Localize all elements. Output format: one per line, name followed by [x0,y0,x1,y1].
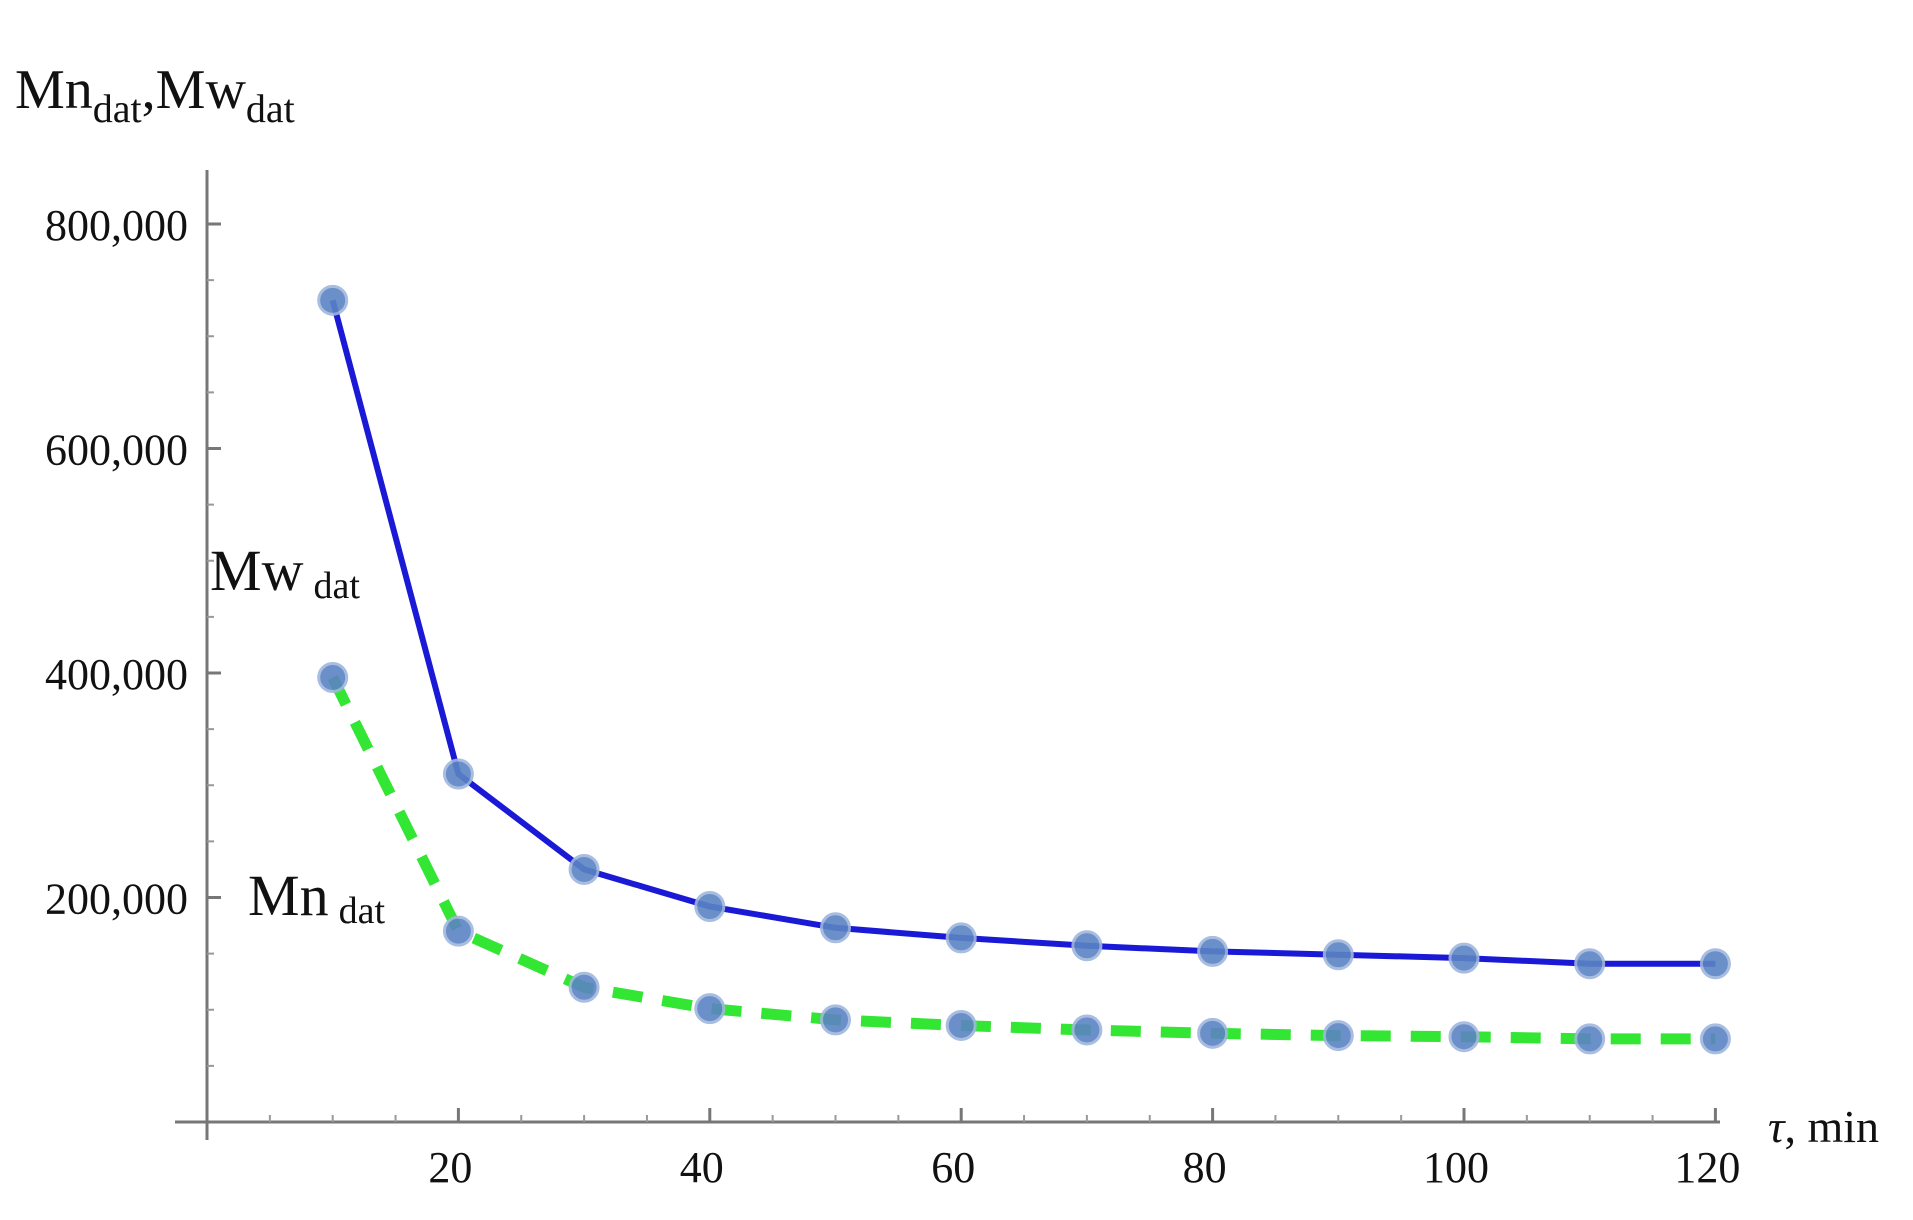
data-point-mn [1197,1017,1229,1049]
series-label-mn-sub: dat [339,890,386,932]
x-tick-label: 80 [1183,1143,1227,1192]
series-label-mn-main: Mn [248,863,329,928]
series-line-mw [329,299,1716,967]
y-axis-title-mn: Mn [15,59,93,121]
data-point-mn [317,661,349,693]
data-point-mn [1574,1023,1606,1055]
data-point-mn [1699,1023,1731,1055]
series-lines [327,299,1716,1045]
x-tick-label: 60 [931,1143,975,1192]
y-tick-label: 200,000 [45,875,188,924]
y-axis-title: Mndat,Mwdat [15,59,295,131]
x-axis-title: τ, min [1768,1101,1879,1152]
markers [317,284,1731,1055]
series-label-mn: Mn dat [248,863,385,932]
x-tick-label: 120 [1674,1143,1740,1192]
data-point-mn [442,915,474,947]
data-point-mn [1071,1014,1103,1046]
data-point-mw [1448,942,1480,974]
data-point-mw [317,284,349,316]
minor-ticks [207,279,1654,1122]
y-axis-title-sep: , [142,59,156,121]
data-point-mn [1322,1020,1354,1052]
y-axis-title-mw: Mw [156,59,247,121]
data-point-mw [945,922,977,954]
y-axis-title-mn-sub: dat [93,86,142,131]
data-point-mn [820,1004,851,1036]
data-point-mw [442,758,474,790]
data-point-mw [1574,948,1606,980]
x-tick-label: 100 [1423,1143,1489,1192]
data-point-mw [1699,948,1731,980]
data-point-mw [820,912,851,944]
x-axis-title-unit: , min [1784,1101,1879,1152]
data-point-mw [694,890,726,922]
x-tick-label: 40 [680,1143,724,1192]
y-ticks: 200,000 400,000 600,000 800,000 [45,201,221,924]
y-tick-label: 800,000 [45,201,188,250]
data-point-mw [1071,930,1103,962]
data-point-mn [694,993,726,1025]
series-line-mn [327,675,1716,1045]
x-ticks: 20 40 60 80 100 120 [428,1108,1740,1192]
data-point-mn [568,971,600,1003]
y-axis-title-mw-sub: dat [246,86,295,131]
y-tick-label: 400,000 [45,650,188,699]
data-point-mn [945,1009,977,1041]
data-point-mn [1448,1021,1480,1053]
data-point-mw [1197,935,1229,967]
x-tick-label: 20 [428,1143,472,1192]
y-tick-label: 600,000 [45,426,188,475]
data-point-mw [568,853,600,885]
data-point-mw [1322,939,1354,971]
series-label-mw-main: Mw [210,538,304,603]
x-axis-title-symbol: τ [1768,1101,1786,1152]
series-label-mw: Mw dat [210,538,360,607]
series-label-mw-sub: dat [313,565,360,607]
